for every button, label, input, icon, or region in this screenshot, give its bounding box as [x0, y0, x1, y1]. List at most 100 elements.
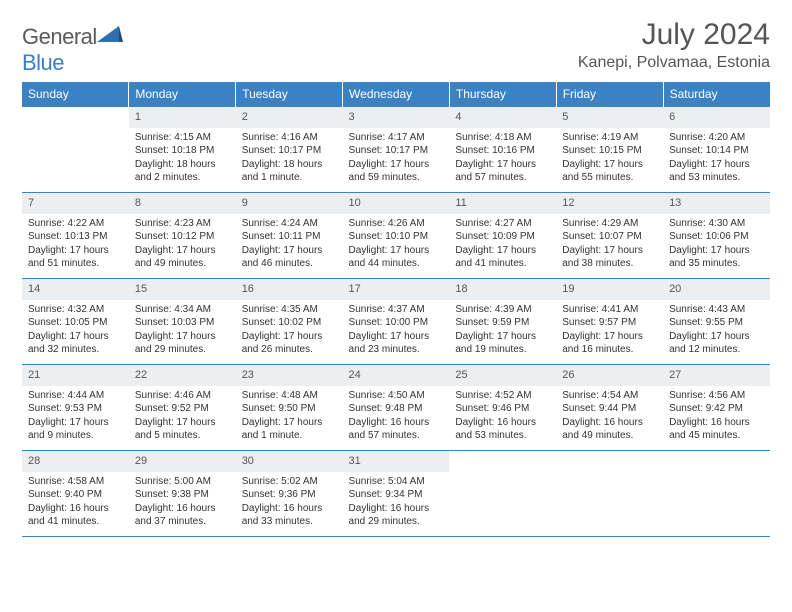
day-sr: Sunrise: 4:18 AM: [455, 131, 550, 145]
day-number: 1: [129, 107, 236, 128]
day-dl2: and 32 minutes.: [28, 343, 123, 357]
day-dl1: Daylight: 17 hours: [455, 330, 550, 344]
day-sr: Sunrise: 4:19 AM: [562, 131, 657, 145]
day-ss: Sunset: 9:46 PM: [455, 402, 550, 416]
day-dl2: and 55 minutes.: [562, 171, 657, 185]
calendar-day-cell: 17Sunrise: 4:37 AMSunset: 10:00 PMDaylig…: [343, 279, 450, 365]
day-sr: Sunrise: 4:56 AM: [669, 389, 764, 403]
day-number: 8: [129, 193, 236, 214]
day-dl2: and 44 minutes.: [349, 257, 444, 271]
day-dl2: and 33 minutes.: [242, 515, 337, 529]
weekday-header: Saturday: [663, 82, 770, 107]
day-details: Sunrise: 4:39 AMSunset: 9:59 PMDaylight:…: [449, 300, 556, 361]
day-ss: Sunset: 9:38 PM: [135, 488, 230, 502]
calendar-week-row: 1Sunrise: 4:15 AMSunset: 10:18 PMDayligh…: [22, 107, 770, 193]
day-sr: Sunrise: 4:16 AM: [242, 131, 337, 145]
day-number: 3: [343, 107, 450, 128]
day-dl2: and 57 minutes.: [349, 429, 444, 443]
calendar-day-cell: 14Sunrise: 4:32 AMSunset: 10:05 PMDaylig…: [22, 279, 129, 365]
day-dl1: Daylight: 17 hours: [669, 158, 764, 172]
day-sr: Sunrise: 5:04 AM: [349, 475, 444, 489]
calendar-day-cell: 27Sunrise: 4:56 AMSunset: 9:42 PMDayligh…: [663, 365, 770, 451]
weekday-header-row: Sunday Monday Tuesday Wednesday Thursday…: [22, 82, 770, 107]
day-dl1: Daylight: 17 hours: [349, 330, 444, 344]
day-sr: Sunrise: 4:44 AM: [28, 389, 123, 403]
day-ss: Sunset: 10:09 PM: [455, 230, 550, 244]
calendar-day-cell: 3Sunrise: 4:17 AMSunset: 10:17 PMDayligh…: [343, 107, 450, 193]
day-sr: Sunrise: 4:37 AM: [349, 303, 444, 317]
day-ss: Sunset: 9:57 PM: [562, 316, 657, 330]
day-details: Sunrise: 4:58 AMSunset: 9:40 PMDaylight:…: [22, 472, 129, 533]
day-sr: Sunrise: 4:46 AM: [135, 389, 230, 403]
day-sr: Sunrise: 5:02 AM: [242, 475, 337, 489]
day-number: 6: [663, 107, 770, 128]
calendar-day-cell: [663, 451, 770, 537]
calendar-day-cell: 29Sunrise: 5:00 AMSunset: 9:38 PMDayligh…: [129, 451, 236, 537]
day-number: 7: [22, 193, 129, 214]
calendar-day-cell: 19Sunrise: 4:41 AMSunset: 9:57 PMDayligh…: [556, 279, 663, 365]
day-dl2: and 35 minutes.: [669, 257, 764, 271]
day-sr: Sunrise: 4:39 AM: [455, 303, 550, 317]
day-dl1: Daylight: 17 hours: [669, 330, 764, 344]
day-details: Sunrise: 4:32 AMSunset: 10:05 PMDaylight…: [22, 300, 129, 361]
day-ss: Sunset: 10:07 PM: [562, 230, 657, 244]
day-dl1: Daylight: 18 hours: [135, 158, 230, 172]
day-sr: Sunrise: 4:48 AM: [242, 389, 337, 403]
day-details: Sunrise: 4:46 AMSunset: 9:52 PMDaylight:…: [129, 386, 236, 447]
day-dl1: Daylight: 17 hours: [562, 158, 657, 172]
day-ss: Sunset: 9:55 PM: [669, 316, 764, 330]
day-ss: Sunset: 10:10 PM: [349, 230, 444, 244]
calendar-day-cell: 12Sunrise: 4:29 AMSunset: 10:07 PMDaylig…: [556, 193, 663, 279]
calendar-day-cell: 24Sunrise: 4:50 AMSunset: 9:48 PMDayligh…: [343, 365, 450, 451]
calendar-day-cell: [556, 451, 663, 537]
day-ss: Sunset: 10:06 PM: [669, 230, 764, 244]
day-sr: Sunrise: 4:17 AM: [349, 131, 444, 145]
day-number: 11: [449, 193, 556, 214]
day-details: Sunrise: 4:34 AMSunset: 10:03 PMDaylight…: [129, 300, 236, 361]
day-details: Sunrise: 4:41 AMSunset: 9:57 PMDaylight:…: [556, 300, 663, 361]
day-dl1: Daylight: 17 hours: [562, 244, 657, 258]
day-details: Sunrise: 4:22 AMSunset: 10:13 PMDaylight…: [22, 214, 129, 275]
day-details: Sunrise: 4:29 AMSunset: 10:07 PMDaylight…: [556, 214, 663, 275]
day-ss: Sunset: 10:16 PM: [455, 144, 550, 158]
day-dl2: and 45 minutes.: [669, 429, 764, 443]
day-details: Sunrise: 4:17 AMSunset: 10:17 PMDaylight…: [343, 128, 450, 189]
day-dl2: and 1 minute.: [242, 171, 337, 185]
day-ss: Sunset: 10:11 PM: [242, 230, 337, 244]
day-sr: Sunrise: 4:35 AM: [242, 303, 337, 317]
weekday-header: Tuesday: [236, 82, 343, 107]
calendar-day-cell: 28Sunrise: 4:58 AMSunset: 9:40 PMDayligh…: [22, 451, 129, 537]
day-dl1: Daylight: 17 hours: [455, 158, 550, 172]
day-dl2: and 5 minutes.: [135, 429, 230, 443]
day-ss: Sunset: 9:36 PM: [242, 488, 337, 502]
day-ss: Sunset: 9:59 PM: [455, 316, 550, 330]
day-number: 22: [129, 365, 236, 386]
brand-text: GeneralBlue: [22, 24, 123, 76]
location-text: Kanepi, Polvamaa, Estonia: [578, 54, 770, 72]
day-ss: Sunset: 10:05 PM: [28, 316, 123, 330]
day-dl1: Daylight: 17 hours: [135, 244, 230, 258]
day-dl2: and 9 minutes.: [28, 429, 123, 443]
day-details: Sunrise: 4:35 AMSunset: 10:02 PMDaylight…: [236, 300, 343, 361]
day-dl2: and 59 minutes.: [349, 171, 444, 185]
day-details: Sunrise: 4:30 AMSunset: 10:06 PMDaylight…: [663, 214, 770, 275]
day-number: 16: [236, 279, 343, 300]
day-details: Sunrise: 4:16 AMSunset: 10:17 PMDaylight…: [236, 128, 343, 189]
day-dl2: and 38 minutes.: [562, 257, 657, 271]
day-number: 25: [449, 365, 556, 386]
brand-triangle-icon: [97, 24, 123, 44]
day-ss: Sunset: 9:34 PM: [349, 488, 444, 502]
day-sr: Sunrise: 4:24 AM: [242, 217, 337, 231]
day-number: 23: [236, 365, 343, 386]
day-dl2: and 2 minutes.: [135, 171, 230, 185]
brand-logo: GeneralBlue: [22, 24, 123, 76]
day-ss: Sunset: 9:53 PM: [28, 402, 123, 416]
day-number: 17: [343, 279, 450, 300]
day-details: Sunrise: 4:24 AMSunset: 10:11 PMDaylight…: [236, 214, 343, 275]
calendar-day-cell: 11Sunrise: 4:27 AMSunset: 10:09 PMDaylig…: [449, 193, 556, 279]
calendar-day-cell: 1Sunrise: 4:15 AMSunset: 10:18 PMDayligh…: [129, 107, 236, 193]
day-dl2: and 12 minutes.: [669, 343, 764, 357]
day-ss: Sunset: 10:03 PM: [135, 316, 230, 330]
day-dl1: Daylight: 17 hours: [135, 416, 230, 430]
calendar-day-cell: 9Sunrise: 4:24 AMSunset: 10:11 PMDayligh…: [236, 193, 343, 279]
